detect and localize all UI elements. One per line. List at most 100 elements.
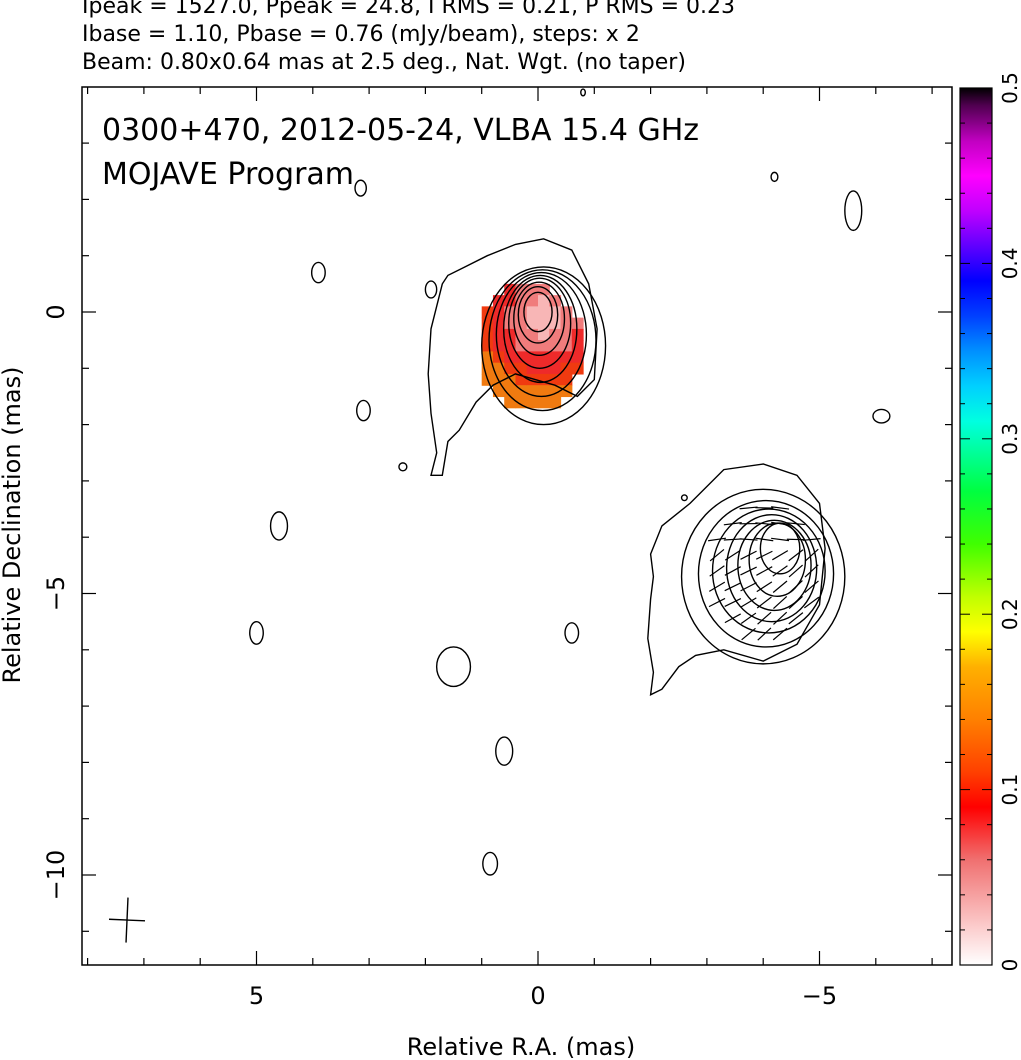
noise-contour bbox=[354, 179, 367, 197]
polarization-vector bbox=[740, 582, 757, 592]
polarization-vector bbox=[723, 521, 742, 526]
y-tick-label: −5 bbox=[42, 576, 70, 611]
polarization-pixel bbox=[526, 362, 539, 375]
polarization-pixel bbox=[492, 385, 505, 398]
polarization-pixel bbox=[538, 306, 550, 319]
x-axis-label: Relative R.A. (mas) bbox=[407, 1033, 635, 1060]
polarization-pixel bbox=[538, 317, 550, 330]
noise-contour bbox=[564, 622, 580, 644]
polarization-pixel bbox=[515, 373, 528, 386]
polarization-pixel bbox=[526, 340, 539, 353]
colorbar-tick-label: 0.2 bbox=[998, 598, 1021, 630]
noise-contour bbox=[482, 851, 499, 876]
polarization-pixel bbox=[571, 328, 584, 341]
polarization-vector bbox=[788, 612, 804, 625]
polarization-vector bbox=[771, 521, 790, 526]
noise-contour bbox=[435, 646, 472, 688]
polarization-vector bbox=[755, 522, 774, 526]
y-axis-label: Relative Declination (mas) bbox=[0, 366, 26, 683]
jet-contour bbox=[759, 522, 801, 575]
polarization-vector bbox=[739, 538, 758, 541]
polarization-vector bbox=[771, 506, 790, 510]
noise-contour bbox=[310, 261, 326, 284]
jet-contour bbox=[711, 508, 826, 634]
noise-contour bbox=[844, 190, 863, 232]
header-line-1: Ipeak = 1527.0, Ppeak = 24.8, I RMS = 0.… bbox=[82, 0, 735, 19]
noise-contour bbox=[495, 736, 514, 766]
noise-contour bbox=[356, 399, 371, 422]
polarization-vector bbox=[741, 627, 756, 641]
polarization-pixel bbox=[560, 373, 573, 386]
polarization-vector bbox=[771, 537, 790, 542]
y-tick-label: −10 bbox=[42, 850, 70, 901]
jet-contour bbox=[737, 519, 812, 612]
polarization-pixel bbox=[492, 362, 505, 375]
polarization-pixel bbox=[492, 340, 505, 353]
polarization-vector bbox=[804, 548, 819, 562]
program-annotation: MOJAVE Program bbox=[102, 157, 354, 192]
axis-ticks: 5 0 −5 0 −5 −10 bbox=[42, 87, 952, 1010]
polarization-vector bbox=[788, 549, 804, 562]
noise-contour bbox=[269, 511, 289, 541]
polarization-pixel bbox=[538, 373, 550, 386]
total-intensity-contours bbox=[249, 88, 891, 876]
polarization-vector bbox=[804, 580, 819, 594]
polarization-vectors bbox=[708, 506, 821, 641]
polarization-vector bbox=[804, 596, 820, 609]
polarization-vector bbox=[772, 550, 789, 561]
polarization-pixel bbox=[560, 362, 573, 375]
y-tick-label: 0 bbox=[42, 304, 70, 319]
header-line-2: Ibase = 1.10, Pbase = 0.76 (mJy/beam), s… bbox=[82, 22, 640, 47]
polarization-vector bbox=[739, 506, 758, 510]
polarization-vector bbox=[740, 566, 757, 576]
polarization-pixel bbox=[515, 385, 528, 398]
polarization-pixel bbox=[492, 295, 505, 307]
polarization-pixel bbox=[538, 328, 550, 341]
polarization-pixel bbox=[549, 306, 562, 319]
polarization-pixel bbox=[481, 362, 494, 375]
polarization-vector bbox=[740, 597, 757, 608]
noise-contour bbox=[770, 171, 779, 183]
polarization-pixel bbox=[538, 385, 550, 398]
polarization-pixel bbox=[560, 306, 573, 319]
colorbar-scale bbox=[959, 87, 993, 966]
polarization-pixel bbox=[504, 317, 517, 330]
x-tick-label: 5 bbox=[249, 982, 264, 1010]
polarization-pixel bbox=[504, 351, 517, 364]
polarization-pixel bbox=[526, 373, 539, 386]
noise-contour bbox=[872, 408, 891, 424]
colorbar: 0 0.1 0.2 0.3 0.4 0.5 bbox=[959, 72, 1021, 971]
polarization-pixel bbox=[481, 351, 494, 364]
polarization-vector bbox=[724, 582, 742, 592]
polarization-pixel bbox=[549, 385, 562, 398]
polarization-vector bbox=[756, 581, 773, 593]
polarization-pixel bbox=[526, 396, 539, 409]
polarization-pixel bbox=[571, 362, 584, 375]
jet-contour bbox=[725, 513, 818, 623]
polarization-vector bbox=[709, 548, 725, 562]
polarization-pixel bbox=[538, 351, 550, 364]
polarization-vector bbox=[788, 564, 804, 578]
polarization-pixel bbox=[571, 351, 584, 364]
plot-frame bbox=[81, 86, 953, 966]
noise-contour bbox=[249, 620, 264, 645]
polarization-pixel bbox=[515, 328, 528, 341]
polarization-pixel bbox=[526, 328, 539, 341]
polarization-vector bbox=[772, 580, 788, 593]
polarization-pixel bbox=[560, 328, 573, 341]
polarization-pixel bbox=[515, 351, 528, 364]
polarization-vector bbox=[772, 565, 788, 577]
polarization-vector bbox=[757, 627, 772, 641]
polarization-vector bbox=[723, 538, 742, 541]
polarization-pixel bbox=[515, 306, 528, 319]
polarization-vector bbox=[804, 564, 819, 578]
jet-contour bbox=[697, 499, 835, 648]
polarization-pixel bbox=[538, 283, 550, 296]
core-contour bbox=[523, 291, 553, 333]
polarization-vector bbox=[724, 549, 741, 561]
polarization-vector bbox=[708, 597, 726, 608]
polarization-pixel bbox=[526, 306, 539, 319]
polarization-pixel bbox=[504, 295, 517, 307]
core-contour bbox=[481, 266, 607, 426]
